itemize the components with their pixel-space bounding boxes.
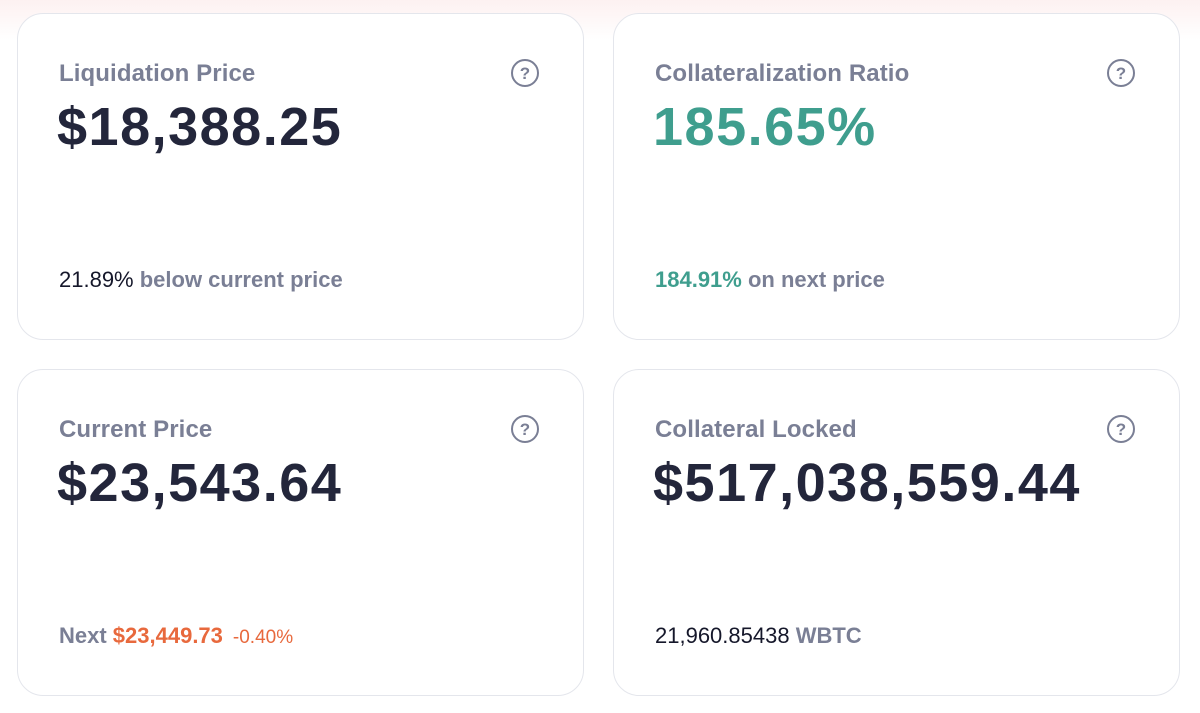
stats-grid: Liquidation Price ? $18,388.25 21.89% be… — [17, 13, 1180, 696]
next-ratio-value: 184.91% — [655, 267, 742, 292]
footer-text: on next price — [741, 267, 885, 292]
collateralization-ratio-card: Collateralization Ratio ? 185.65% 184.91… — [613, 13, 1180, 340]
next-price-value: $23,449.73 — [112, 623, 223, 648]
help-icon[interactable]: ? — [511, 415, 539, 443]
collateral-locked-value: $517,038,559.44 — [653, 453, 1081, 513]
card-footer: 21,960.85438 WBTC — [655, 623, 862, 649]
next-label: Next — [59, 623, 113, 648]
card-footer: 21.89% below current price — [59, 267, 343, 293]
wbtc-unit: WBTC — [789, 623, 862, 648]
liquidation-price-card: Liquidation Price ? $18,388.25 21.89% be… — [17, 13, 584, 340]
card-title: Collateral Locked — [655, 416, 857, 443]
card-title: Collateralization Ratio — [655, 60, 910, 87]
help-icon[interactable]: ? — [1107, 415, 1135, 443]
collateral-locked-card: Collateral Locked ? $517,038,559.44 21,9… — [613, 369, 1180, 696]
percent-below-value: 21.89% — [59, 267, 134, 292]
card-title: Liquidation Price — [59, 60, 256, 87]
wbtc-amount: 21,960.85438 — [655, 623, 790, 648]
current-price-value: $23,543.64 — [57, 453, 343, 513]
help-icon[interactable]: ? — [1107, 59, 1135, 87]
card-footer: Next $23,449.73 -0.40% — [59, 623, 293, 649]
card-footer: 184.91% on next price — [655, 267, 885, 293]
current-price-card: Current Price ? $23,543.64 Next $23,449.… — [17, 369, 584, 696]
liquidation-price-value: $18,388.25 — [57, 97, 343, 157]
card-title: Current Price — [59, 416, 213, 443]
price-change-value: -0.40% — [232, 627, 294, 648]
help-icon[interactable]: ? — [511, 59, 539, 87]
footer-text: below current price — [133, 267, 343, 292]
collateralization-ratio-value: 185.65% — [653, 97, 877, 157]
